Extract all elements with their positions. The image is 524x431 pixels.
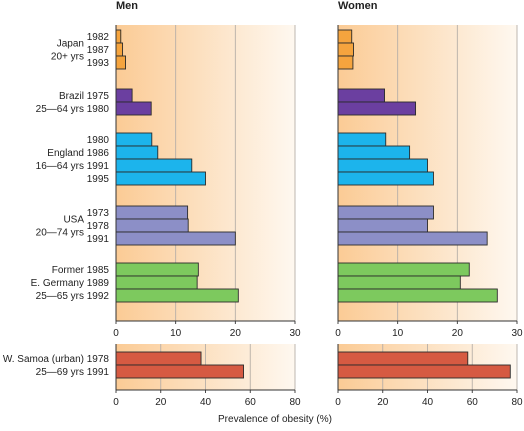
group-label-england: England xyxy=(47,148,84,159)
x-axis-title: Prevalence of obesity (%) xyxy=(218,414,332,425)
bar-women-brazil-1975 xyxy=(337,88,385,103)
group-label-former: E. Germany xyxy=(31,278,84,289)
year-label-england: 1995 xyxy=(87,174,110,185)
tick-label-men-top: 20 xyxy=(230,328,242,339)
tick-label-men-bottom: 60 xyxy=(245,397,257,408)
tick-label-women-bottom: 0 xyxy=(335,397,341,408)
group-label-england: 16—64 yrs xyxy=(36,161,84,172)
bar-men-japan-1982 xyxy=(115,29,122,44)
tick-label-men-top: 0 xyxy=(113,328,119,339)
tick-label-women-bottom: 40 xyxy=(422,397,434,408)
bar-men-england-1986 xyxy=(115,145,159,160)
bar-men-former-1989 xyxy=(115,275,198,290)
year-label-england: 1980 xyxy=(87,135,110,146)
bar-women-england-1980 xyxy=(337,132,387,147)
year-label-brazil: 1980 xyxy=(87,104,110,115)
bar-men-japan-1987 xyxy=(115,42,124,57)
bar-women-usa-1973 xyxy=(337,205,434,220)
year-label-w-samoa-urban: 1991 xyxy=(87,367,110,378)
group-label-japan: Japan xyxy=(57,39,84,50)
bar-women-usa-1978 xyxy=(337,218,428,233)
tick-label-women-top: 30 xyxy=(511,328,523,339)
bar-men-usa-1991 xyxy=(115,231,236,246)
bar-women-former-1992 xyxy=(337,288,498,303)
bar-men-england-1991 xyxy=(115,158,193,173)
bar-women-usa-1991 xyxy=(337,231,488,246)
tick-label-women-bottom: 60 xyxy=(467,397,479,408)
tick-label-women-bottom: 80 xyxy=(511,397,523,408)
tick-label-men-bottom: 40 xyxy=(200,397,212,408)
tick-label-men-bottom: 20 xyxy=(155,397,167,408)
year-label-former: 1985 xyxy=(87,265,110,276)
bar-women-japan-1987 xyxy=(337,42,354,57)
year-label-japan: 1982 xyxy=(87,32,110,43)
group-label-former: Former xyxy=(52,265,85,276)
bar-men-usa-1978 xyxy=(115,218,189,233)
bar-women-w-samoa-urban-1978 xyxy=(337,351,469,366)
tick-label-men-top: 10 xyxy=(170,328,182,339)
bar-women-w-samoa-urban-1991 xyxy=(337,364,511,379)
bar-men-former-1985 xyxy=(115,262,199,277)
bar-women-england-1995 xyxy=(337,171,434,186)
year-label-w-samoa-urban: 1978 xyxy=(87,354,110,365)
bar-men-former-1992 xyxy=(115,288,239,303)
year-label-england: 1991 xyxy=(87,161,110,172)
bar-men-w-samoa-urban-1991 xyxy=(115,364,244,379)
year-label-usa: 1991 xyxy=(87,234,110,245)
year-label-former: 1992 xyxy=(87,291,110,302)
tick-label-women-top: 10 xyxy=(392,328,404,339)
group-label-brazil: Brazil xyxy=(59,91,84,102)
bar-women-japan-1993 xyxy=(337,55,354,70)
tick-label-women-bottom: 20 xyxy=(377,397,389,408)
year-label-usa: 1973 xyxy=(87,208,110,219)
tick-label-men-bottom: 80 xyxy=(289,397,301,408)
bar-men-england-1980 xyxy=(115,132,153,147)
year-label-former: 1989 xyxy=(87,278,110,289)
year-label-brazil: 1975 xyxy=(87,91,110,102)
group-label-japan: 20+ yrs xyxy=(51,52,84,63)
bar-men-usa-1973 xyxy=(115,205,189,220)
tick-label-women-top: 20 xyxy=(452,328,464,339)
bar-women-former-1985 xyxy=(337,262,470,277)
group-label-former: 25—65 yrs xyxy=(36,291,84,302)
group-label-usa: 20—74 yrs xyxy=(36,228,84,239)
bar-women-england-1986 xyxy=(337,145,411,160)
panel-title-men: Men xyxy=(116,0,138,12)
bar-women-japan-1982 xyxy=(337,29,353,44)
group-label-brazil: 25—64 yrs xyxy=(36,104,84,115)
year-label-usa: 1978 xyxy=(87,221,110,232)
group-label-w-samoa-urban: 25—69 yrs xyxy=(36,367,84,378)
bar-men-w-samoa-urban-1978 xyxy=(115,351,202,366)
bar-men-england-1995 xyxy=(115,171,206,186)
bar-men-brazil-1975 xyxy=(115,88,133,103)
tick-label-men-bottom: 0 xyxy=(113,397,119,408)
bar-women-england-1991 xyxy=(337,158,428,173)
year-label-england: 1986 xyxy=(87,148,110,159)
tick-label-men-top: 30 xyxy=(289,328,301,339)
tick-label-women-top: 0 xyxy=(335,328,341,339)
group-label-w-samoa-urban: W. Samoa (urban) xyxy=(3,354,84,365)
bar-men-japan-1993 xyxy=(115,55,126,70)
year-label-japan: 1993 xyxy=(87,58,110,69)
bar-men-brazil-1980 xyxy=(115,101,152,116)
year-label-japan: 1987 xyxy=(87,45,110,56)
bar-women-brazil-1980 xyxy=(337,101,417,116)
group-label-usa: USA xyxy=(63,215,84,226)
panel-title-women: Women xyxy=(338,0,378,12)
bar-women-former-1989 xyxy=(337,275,461,290)
